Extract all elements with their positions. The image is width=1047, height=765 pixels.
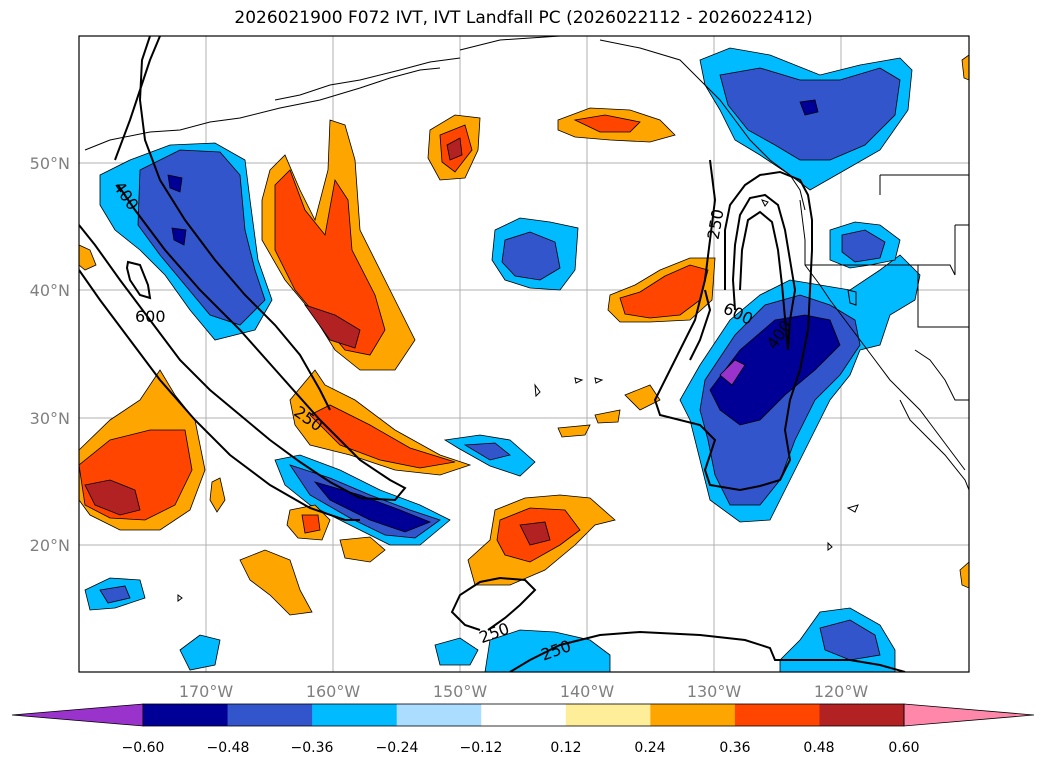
colorbar-tick-label: 0.24 [634,740,665,756]
colorbar-tick-label: 0.60 [888,740,919,756]
blue-region-sw2-core [99,585,131,604]
orange-blob-4 [209,477,226,513]
map-frame [78,35,970,673]
navy-spot-nw [167,174,183,193]
lon-label: 170°W [179,682,234,701]
lon-labels: 170°W 160°W 150°W 140°W 130°W 120°W [179,682,869,701]
contour-250-south [450,576,537,631]
navy-spot-canada [799,99,819,116]
coastlines [84,36,969,491]
colorbar-tick-label: −0.36 [291,740,334,756]
orange-blob-3 [239,549,313,616]
lon-label: 130°W [687,682,742,701]
colorbar-tick-label: 0.36 [719,740,750,756]
lon-label: 160°W [306,682,361,701]
colorbar [11,703,1035,727]
islands [177,199,859,602]
darkred-region-sw [84,479,141,516]
contour-250-mid [653,159,813,492]
redorange-streak-north [573,114,641,133]
colorbar-tick-labels: −0.60 −0.48 −0.36 −0.24 −0.12 0.12 0.24 … [122,740,920,756]
orange-blob-east-2 [624,384,661,411]
colorbar-frame [142,703,905,727]
blue-blob-small-core [463,442,511,461]
colorbar-tick-label: 0.48 [803,740,834,756]
orange-region-east-edge [959,561,969,589]
blue-region-se-core [819,619,881,661]
orange-blob-2 [339,536,386,563]
lat-label: 30°N [30,409,70,428]
colorbar-swatch [312,704,398,726]
lon-label: 120°W [814,682,869,701]
darkred-blob-southcenter [519,521,551,546]
lat-label: 40°N [30,281,70,300]
orange-streak-diag [289,369,472,476]
darkred-blob-ne1 [446,137,463,161]
colorbar-swatch [396,704,482,726]
darkred-region-central [303,304,361,349]
lat-label: 20°N [30,536,70,555]
blue-blob-mid-core [501,231,561,281]
colorbar-swatch [650,704,736,726]
colorbar-swatch [143,704,229,726]
colorbar-tick-label: −0.60 [122,740,165,756]
lon-label: 140°W [560,682,615,701]
redorange-streak-diag [309,404,456,469]
colorbar-swatch [819,704,905,726]
navy-region-east [709,314,841,426]
orange-blob-east-3 [594,409,621,424]
contour-600-east [731,193,797,351]
orange-spot-w [79,244,97,271]
lat-labels: 50°N 40°N 30°N 20°N [30,154,70,555]
redorange-region-central [274,169,386,356]
contour-label: 600 [135,307,166,326]
colorbar-tick-label: −0.12 [460,740,503,756]
colorbar-tick-label: 0.12 [550,740,581,756]
map-content: 400 600 250 250 600 400 250 250 [79,36,969,672]
colorbar-extend-max [903,703,1035,727]
colorbar-swatch [481,704,567,726]
map-title: 2026021900 F072 IVT, IVT Landfall PC (20… [234,8,813,28]
colorbar-swatch [227,704,313,726]
orange-blob-east-4 [557,424,591,438]
contour-250-bottom [509,630,906,672]
colorbar-tick-label: −0.48 [207,740,250,756]
colorbar-extend-min [11,703,144,727]
orange-region-topedge [961,54,969,81]
blue-region-bottom-left [179,634,221,671]
ivt-contours [79,36,906,672]
lon-label: 150°W [433,682,488,701]
colorbar-tick-label: −0.24 [376,740,419,756]
blue-region-s [434,637,479,666]
blue-region-ne-core [841,229,886,263]
purple-region-east [719,359,746,386]
redorange-blob-1 [301,514,321,534]
contour-600-west-ring [125,260,152,300]
navy-spot-nw2 [171,227,187,246]
colorbar-swatch [734,704,820,726]
lat-label: 50°N [30,154,70,173]
colorbar-swatch [565,704,651,726]
